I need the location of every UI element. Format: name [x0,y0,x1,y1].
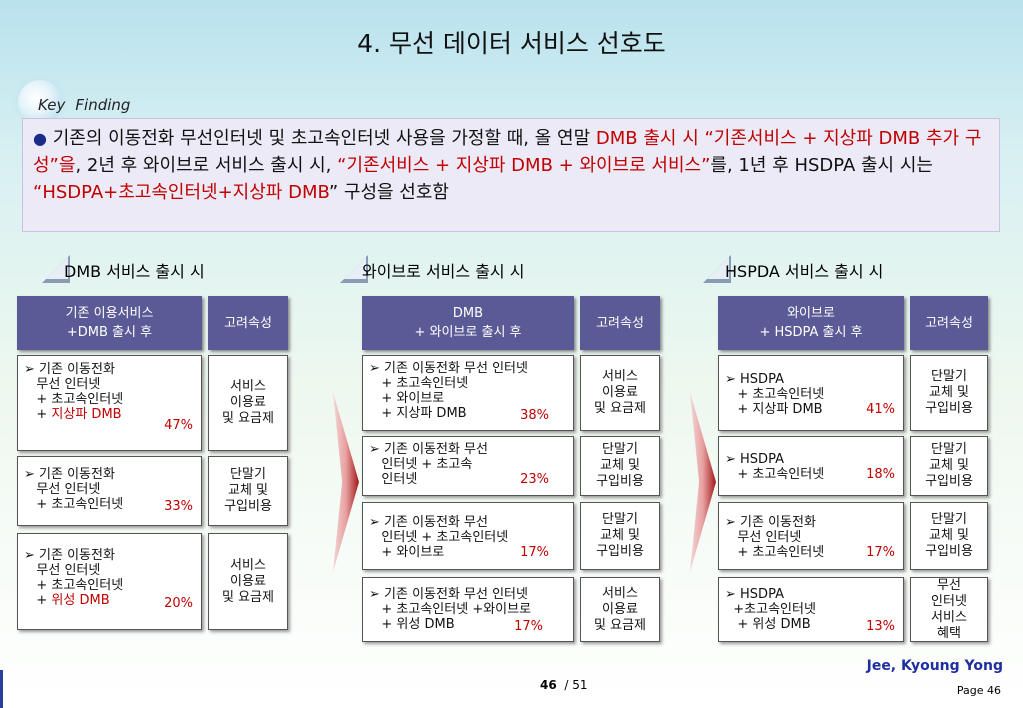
finding-seg1: 기존의 이동전화 무선인터넷 및 초고속인터넷 사용을 가정할 때, 올 연말 [52,128,596,149]
table3-row3-service: ➢ 기존 이동전화 무선 인터넷 + 초고속인터넷 17% [718,502,904,570]
table2-row2-attr: 단말기 교체 및 구입비용 [580,436,660,496]
finding-seg5: 를, 1년 후 HSDPA 출시 시는 [710,155,933,176]
total-pages: / 51 [564,678,588,692]
percent-value: 33% [164,499,193,514]
table1-header-services: 기존 이용서비스 +DMB 출시 후 [17,296,202,350]
percent-value: 17% [520,545,549,560]
author-name: Jee, Kyoung Yong [866,658,1003,674]
finding-seg3: , 2년 후 와이브로 서비스 출시 시, [75,155,338,176]
service-text: ➢ 기존 이동전화 무선 인터넷 + 초고속인터넷 + 지상파 DMB [24,362,124,422]
percent-value: 17% [514,619,543,634]
service-text: ➢ 기존 이동전화 무선 인터넷 + 초고속인터넷 + 위성 DMB [24,548,124,608]
service-text: ➢ HSDPA + 초고속인터넷 + 지상파 DMB [725,372,825,417]
table3-row1-service: ➢ HSDPA + 초고속인터넷 + 지상파 DMB 41% [718,355,904,431]
table3-row3-attr: 단말기 교체 및 구입비용 [910,502,988,570]
service-text: ➢ HSDPA +초고속인터넷 + 위성 DMB [725,587,816,632]
table2-row4-service: ➢ 기존 이동전화 무선 인터넷 + 초고속인터넷 +와이브로 + 위성 DMB… [362,577,574,642]
left-accent-bar [0,670,3,708]
table3-row2-service: ➢ HSDPA + 초고속인터넷 18% [718,436,904,496]
percent-value: 17% [866,545,895,560]
bullet-icon: ● [33,129,47,148]
table1-row1-service: ➢ 기존 이동전화 무선 인터넷 + 초고속인터넷 + 지상파 DMB 47% [17,355,202,451]
slide-title: 4. 무선 데이터 서비스 선호도 [357,29,666,58]
service-text: ➢ 기존 이동전화 무선 인터넷 + 초고속 인터넷 [369,442,488,487]
table1-row2-attr: 단말기 교체 및 구입비용 [208,456,288,526]
table3-header-services: 와이브로 + HSDPA 출시 후 [718,296,904,350]
service-text: ➢ 기존 이동전화 무선 인터넷 + 초고속인터넷 + 와이브로 + 지상파 D… [369,361,528,421]
percent-value: 18% [866,467,895,482]
table2-row1-attr: 서비스 이용료 및 요금제 [580,355,660,431]
service-text: ➢ 기존 이동전화 무선 인터넷 + 초고속인터넷 [725,515,825,560]
page-number: Page 46 [956,684,1001,697]
key-finding-label: Key Finding [38,96,130,114]
table2-header-attr: 고려속성 [580,296,660,350]
percent-value: 13% [866,619,895,634]
percent-value: 38% [520,408,549,423]
table3-header-attr: 고려속성 [910,296,988,350]
finding-seg4: “기존서비스 + 지상파 DMB + 와이브로 서비스” [337,155,711,176]
service-text: ➢ 기존 이동전화 무선 인터넷 + 초고속인터넷 + 와이브로 [369,515,509,560]
percent-value: 47% [164,418,193,433]
table2-row2-service: ➢ 기존 이동전화 무선 인터넷 + 초고속 인터넷 23% [362,436,574,496]
table3-row2-attr: 단말기 교체 및 구입비용 [910,436,988,496]
service-text: ➢ 기존 이동전화 무선 인터넷 + 초고속인터넷 [24,467,124,512]
key-word: Key [38,96,66,114]
table3-row4-attr: 무선 인터넷 서비스 혜택 [910,577,988,642]
table2-row4-attr: 서비스 이용료 및 요금제 [580,577,660,642]
table1-row1-attr: 서비스 이용료 및 요금제 [208,355,288,451]
percent-value: 41% [866,402,895,417]
key-finding-badge [18,80,62,124]
table1-row2-service: ➢ 기존 이동전화 무선 인터넷 + 초고속인터넷 33% [17,456,202,526]
finding-word: Finding [75,96,131,114]
table1-header-attr: 고려속성 [208,296,288,350]
service-text: ➢ 기존 이동전화 무선 인터넷 + 초고속인터넷 +와이브로 + 위성 DMB [369,587,532,632]
table2-row1-service: ➢ 기존 이동전화 무선 인터넷 + 초고속인터넷 + 와이브로 + 지상파 D… [362,355,574,431]
table3-row1-attr: 단말기 교체 및 구입비용 [910,355,988,431]
transition-arrow-2 [690,392,716,572]
table2-row3-service: ➢ 기존 이동전화 무선 인터넷 + 초고속인터넷 + 와이브로 17% [362,502,574,570]
key-finding-box: ● 기존의 이동전화 무선인터넷 및 초고속인터넷 사용을 가정할 때, 올 연… [22,118,1000,232]
percent-value: 23% [520,472,549,487]
finding-seg6: “HSDPA+초고속인터넷+지상파 DMB [33,182,329,203]
table3-row4-service: ➢ HSDPA +초고속인터넷 + 위성 DMB 13% [718,577,904,642]
finding-seg2: DMB 출시 시 “기존서비스 + 지상파 DMB 추가 구성”을 [33,128,982,176]
table2-header-services: DMB + 와이브로 출시 후 [362,296,574,350]
table2-row3-attr: 단말기 교체 및 구입비용 [580,502,660,570]
current-page: 46 [540,678,557,692]
page-counter: 46 / 51 [540,678,587,692]
table1-row3-attr: 서비스 이용료 및 요금제 [208,533,288,630]
transition-arrow-1 [333,392,359,572]
percent-value: 20% [164,596,193,611]
service-text: ➢ HSDPA + 초고속인터넷 [725,452,825,482]
table1-row3-service: ➢ 기존 이동전화 무선 인터넷 + 초고속인터넷 + 위성 DMB 20% [17,533,202,630]
finding-seg7: ” 구성을 선호함 [328,182,449,203]
